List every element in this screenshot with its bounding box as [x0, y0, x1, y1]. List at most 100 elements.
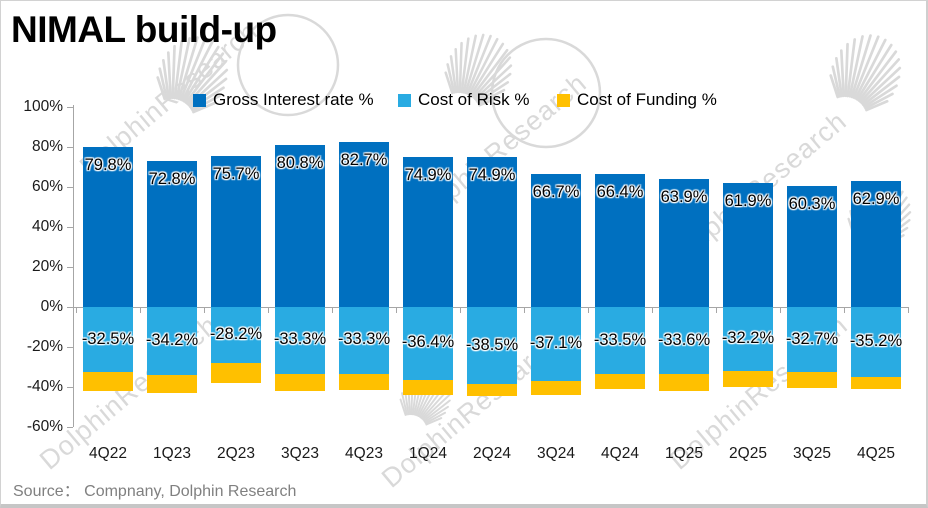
- x-axis-category-label: 3Q24: [537, 445, 575, 462]
- x-axis-category-label: 1Q24: [409, 445, 447, 462]
- bar-segment-cost-of-funding: [787, 372, 837, 389]
- bar-segment-cost-of-risk: [403, 307, 453, 380]
- y-axis-tick-label: 100%: [23, 98, 63, 115]
- y-axis-tick: [67, 387, 73, 388]
- x-axis-category-label: 3Q25: [793, 445, 831, 462]
- y-axis-tick: [67, 427, 73, 428]
- data-label-cost-of-risk: -34.2%: [145, 331, 199, 350]
- legend-item: Cost of Risk %: [398, 89, 529, 111]
- legend-item: Cost of Funding %: [557, 89, 717, 111]
- watermark-circle-icon: [490, 37, 602, 149]
- bar-segment-cost-of-funding: [595, 374, 645, 389]
- bar-segment-gross-interest: [339, 141, 389, 307]
- data-label-cost-of-risk: -32.5%: [81, 329, 135, 348]
- bar-segment-cost-of-risk: [147, 307, 197, 376]
- bar-segment-cost-of-funding: [339, 373, 389, 390]
- data-label-cost-of-risk: -37.1%: [529, 334, 583, 353]
- data-label-cost-of-risk: -32.7%: [785, 329, 839, 348]
- legend-item: Gross Interest rate %: [193, 89, 374, 111]
- bar-segment-cost-of-funding: [467, 384, 517, 396]
- x-axis-tick: [716, 307, 717, 313]
- bar-segment-gross-interest: [723, 183, 773, 307]
- bar-segment-cost-of-funding: [403, 379, 453, 395]
- y-axis-tick: [67, 147, 73, 148]
- bar-segment-gross-interest: [595, 174, 645, 307]
- y-axis-tick-label: 60%: [31, 178, 63, 195]
- bar-segment-cost-of-risk: [83, 307, 133, 372]
- x-axis-tick: [780, 307, 781, 313]
- data-label-cost-of-risk: -33.3%: [273, 330, 327, 349]
- bar-segment-cost-of-risk: [851, 307, 901, 378]
- data-label-gross-interest: 66.7%: [532, 182, 580, 201]
- x-axis-tick: [908, 307, 909, 313]
- bar-segment-cost-of-risk: [211, 307, 261, 364]
- bar-segment-gross-interest: [659, 179, 709, 307]
- bar-segment-cost-of-funding: [851, 377, 901, 390]
- bar-segment-cost-of-risk: [275, 307, 325, 374]
- y-axis-tick-label: -40%: [26, 378, 63, 395]
- x-axis-category-label: 1Q23: [153, 445, 191, 462]
- data-label-cost-of-risk: -36.4%: [401, 333, 455, 352]
- bar-segment-cost-of-funding: [83, 372, 133, 391]
- x-axis-tick: [204, 307, 205, 313]
- bar-segment-gross-interest: [211, 155, 261, 307]
- bar-segment-gross-interest: [531, 173, 581, 307]
- data-label-cost-of-risk: -33.5%: [593, 330, 647, 349]
- data-label-gross-interest: 74.9%: [404, 166, 452, 185]
- data-label-gross-interest: 79.8%: [84, 156, 132, 175]
- y-axis-tick-label: 0%: [40, 298, 63, 315]
- data-label-gross-interest: 74.9%: [468, 166, 516, 185]
- data-label-cost-of-risk: -35.2%: [849, 332, 903, 351]
- data-label-gross-interest: 62.9%: [852, 190, 900, 209]
- x-axis-category-label: 2Q23: [217, 445, 255, 462]
- x-axis-category-label: 3Q23: [281, 445, 319, 462]
- legend-label: Gross Interest rate %: [213, 90, 374, 109]
- x-axis-category-label: 1Q25: [665, 445, 703, 462]
- bar-segment-cost-of-risk: [659, 307, 709, 375]
- x-axis-tick: [268, 307, 269, 313]
- x-axis-tick: [396, 307, 397, 313]
- legend-swatch-icon: [193, 93, 206, 107]
- bar-segment-cost-of-funding: [659, 374, 709, 392]
- y-axis-tick: [67, 347, 73, 348]
- x-axis-tick: [76, 307, 77, 313]
- x-axis-tick: [588, 307, 589, 313]
- x-axis-category-label: 4Q22: [89, 445, 127, 462]
- x-axis-tick: [652, 307, 653, 313]
- x-axis-category-label: 4Q24: [601, 445, 639, 462]
- bar-segment-cost-of-risk: [467, 307, 517, 384]
- x-axis-tick: [460, 307, 461, 313]
- data-label-gross-interest: 82.7%: [340, 150, 388, 169]
- legend-swatch-icon: [557, 93, 570, 107]
- data-label-cost-of-risk: -28.2%: [209, 325, 263, 344]
- legend-label: Cost of Risk %: [418, 90, 530, 109]
- bar-segment-cost-of-funding: [275, 373, 325, 391]
- data-label-gross-interest: 75.7%: [212, 164, 260, 183]
- bar-segment-gross-interest: [275, 145, 325, 307]
- data-label-gross-interest: 61.9%: [724, 192, 772, 211]
- data-label-gross-interest: 72.8%: [148, 170, 196, 189]
- bar-segment-cost-of-risk: [595, 307, 645, 374]
- legend-label: Cost of Funding %: [577, 90, 717, 109]
- y-axis-tick-label: -60%: [26, 418, 63, 435]
- x-axis-category-label: 2Q25: [729, 445, 767, 462]
- y-axis-tick-label: 80%: [31, 138, 63, 155]
- bar-segment-cost-of-funding: [147, 375, 197, 394]
- data-label-cost-of-risk: -33.6%: [657, 330, 711, 349]
- data-label-cost-of-risk: -32.2%: [721, 329, 775, 348]
- x-axis-tick: [844, 307, 845, 313]
- bar-segment-gross-interest: [851, 181, 901, 307]
- x-axis-tick: [524, 307, 525, 313]
- x-axis-category-label: 4Q23: [345, 445, 383, 462]
- y-axis-tick-label: 40%: [31, 218, 63, 235]
- bar-segment-cost-of-risk: [723, 307, 773, 372]
- watermark-dolphin-logo-icon: [829, 34, 902, 112]
- bar-segment-cost-of-risk: [531, 307, 581, 382]
- bar-segment-cost-of-funding: [531, 381, 581, 396]
- chart-title: NIMAL build-up: [11, 9, 277, 50]
- bar-segment-cost-of-funding: [723, 371, 773, 388]
- x-axis-category-label: 4Q25: [857, 445, 895, 462]
- bar-segment-cost-of-risk: [787, 307, 837, 373]
- bar-segment-cost-of-risk: [339, 307, 389, 374]
